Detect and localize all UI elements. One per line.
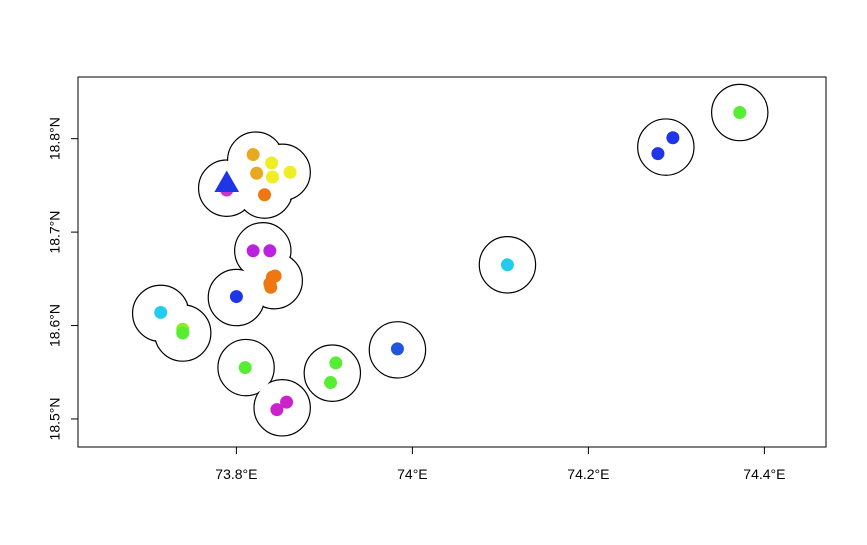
data-points	[154, 106, 747, 417]
point-marker	[268, 269, 282, 283]
point-marker	[264, 280, 278, 294]
point-marker	[651, 147, 665, 161]
point-marker	[265, 170, 279, 184]
point-marker	[270, 403, 284, 417]
point-marker	[329, 356, 343, 370]
point-marker	[265, 156, 279, 170]
point-marker	[283, 165, 297, 179]
point-marker	[246, 148, 260, 162]
point-marker	[238, 361, 252, 375]
point-marker	[246, 244, 260, 258]
point-marker	[733, 106, 747, 120]
x-tick-label: 74°E	[397, 466, 428, 482]
point-marker	[229, 290, 243, 304]
buffer-circles	[131, 83, 769, 437]
point-marker	[324, 376, 338, 390]
y-tick-label: 18.5°N	[47, 397, 63, 440]
y-axis: 18.5°N 18.6°N 18.7°N 18.8°N	[47, 117, 79, 440]
y-tick-label: 18.8°N	[47, 117, 63, 160]
point-marker	[258, 188, 272, 202]
point-marker	[500, 258, 514, 272]
y-tick-label: 18.7°N	[47, 211, 63, 254]
point-marker	[250, 166, 264, 180]
point-marker	[154, 305, 168, 319]
point-marker	[280, 395, 294, 409]
point-marker	[176, 326, 190, 340]
plot-frame	[77, 76, 827, 448]
triangle-marker	[214, 170, 240, 192]
point-marker	[263, 244, 277, 258]
buffer-circle-fill	[638, 119, 694, 175]
x-axis: 73.8°E 74°E 74.2°E 74.4°E	[215, 446, 785, 482]
point-marker	[666, 131, 680, 145]
buffer-circle-fill	[305, 345, 360, 401]
x-tick-label: 74.4°E	[743, 466, 785, 482]
x-tick-label: 74.2°E	[567, 466, 609, 482]
y-tick-label: 18.6°N	[47, 304, 63, 347]
point-marker	[390, 342, 404, 356]
x-tick-label: 73.8°E	[215, 466, 257, 482]
